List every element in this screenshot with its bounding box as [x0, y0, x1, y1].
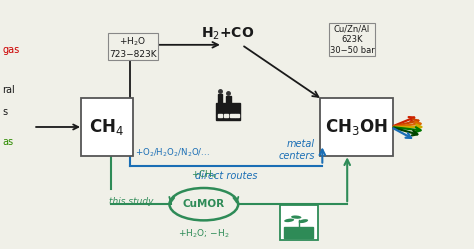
Bar — [216, 103, 240, 120]
Text: +H$_2$O; −H$_2$: +H$_2$O; −H$_2$ — [178, 228, 229, 240]
FancyBboxPatch shape — [81, 98, 133, 156]
Text: gas: gas — [2, 45, 19, 55]
Text: CH$_4$: CH$_4$ — [89, 117, 124, 137]
Text: Cu/Zn/Al
623K
30−50 bar: Cu/Zn/Al 623K 30−50 bar — [329, 24, 374, 56]
Bar — [235, 114, 239, 117]
Text: this study: this study — [109, 197, 154, 206]
Bar — [226, 96, 231, 103]
FancyBboxPatch shape — [280, 205, 318, 240]
Text: metal
centers: metal centers — [279, 139, 315, 161]
Text: CuMOR: CuMOR — [183, 199, 225, 209]
Text: +CH$_4$: +CH$_4$ — [191, 168, 217, 181]
Ellipse shape — [284, 219, 294, 222]
Bar — [224, 114, 228, 117]
Text: +H$_2$O
723−823K: +H$_2$O 723−823K — [109, 36, 156, 59]
Bar — [230, 114, 235, 117]
Ellipse shape — [291, 215, 301, 219]
Text: s: s — [2, 107, 8, 117]
Bar — [218, 94, 222, 103]
Text: direct routes: direct routes — [195, 171, 257, 181]
Ellipse shape — [299, 219, 308, 223]
Text: ral: ral — [2, 85, 15, 95]
Bar — [284, 227, 313, 238]
Text: +O$_2$/H$_2$O$_2$/N$_2$O/...: +O$_2$/H$_2$O$_2$/N$_2$O/... — [135, 147, 210, 159]
Text: H$_2$+CO: H$_2$+CO — [201, 26, 254, 42]
Bar — [218, 114, 222, 117]
FancyBboxPatch shape — [320, 98, 393, 156]
Text: as: as — [2, 137, 13, 147]
Text: CH$_3$OH: CH$_3$OH — [325, 117, 388, 137]
